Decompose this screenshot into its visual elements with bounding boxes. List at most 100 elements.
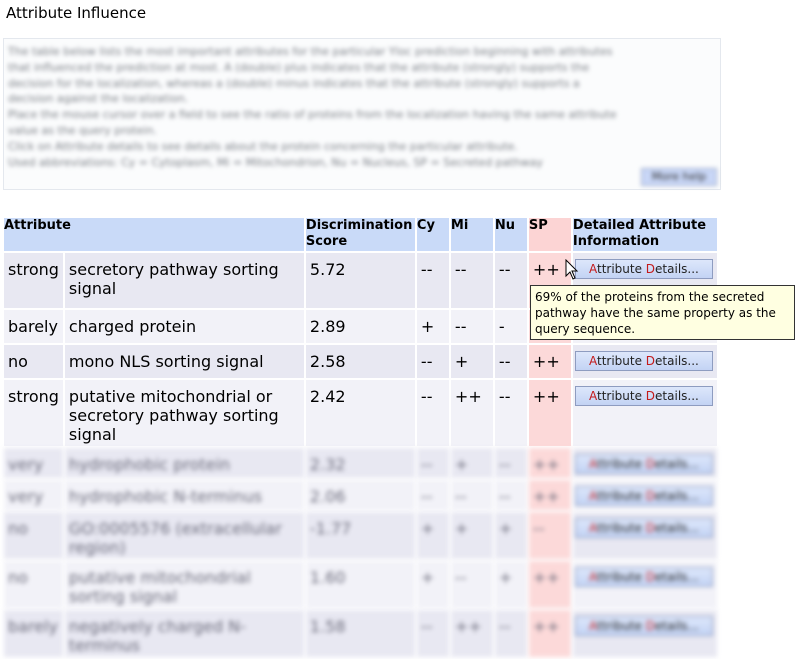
details-button-label: D	[645, 521, 656, 535]
details-button-label: A	[588, 389, 597, 403]
row-nu: -	[494, 310, 527, 343]
header-mi: Mi	[450, 218, 493, 251]
row-score: 5.72	[305, 253, 415, 308]
details-button-label: ttribute	[596, 521, 646, 535]
row-strength: very	[4, 448, 63, 478]
row-cy: +	[416, 512, 449, 559]
row-sp: ++	[528, 610, 571, 657]
row-cy: --	[416, 480, 449, 510]
row-sp: ++	[528, 345, 571, 378]
row-cy: --	[416, 253, 449, 308]
row-attribute: secretory pathway sorting signal	[64, 253, 304, 308]
attribute-details-button[interactable]: Attribute Details...	[574, 454, 713, 474]
page-title: Attribute Influence	[6, 4, 147, 22]
row-attribute: putative mitochondrial sorting signal	[64, 561, 304, 608]
attribute-details-button[interactable]: Attribute Details...	[574, 567, 713, 587]
table-row: no GO:0005576 (extracellular region) -1.77…	[4, 512, 717, 559]
details-button-label: D	[645, 457, 656, 471]
row-nu: +	[494, 561, 527, 608]
mouse-cursor-icon	[565, 259, 579, 280]
row-cy: +	[416, 561, 449, 608]
row-strength: no	[4, 512, 63, 559]
details-button-label: etails...	[655, 457, 699, 471]
row-score: -1.77	[305, 512, 415, 559]
details-button-label: etails...	[655, 570, 699, 584]
row-nu: --	[494, 448, 527, 478]
table-row: very hydrophobic N-terminus 2.06 -- -- -- ++ At…	[4, 480, 717, 510]
row-mi: +	[450, 448, 493, 478]
row-nu: --	[494, 253, 527, 308]
details-button-label: A	[588, 489, 597, 503]
row-sp: ++	[528, 480, 571, 510]
details-button-label: ttribute	[596, 389, 646, 403]
help-text: The table below lists the most important…	[8, 45, 617, 169]
details-button-label: A	[588, 457, 597, 471]
details-button-label: A	[588, 262, 597, 276]
attribute-details-button[interactable]: Attribute Details...	[574, 259, 713, 279]
row-mi: ++	[450, 380, 493, 446]
details-button-label: D	[645, 489, 656, 503]
row-details-cell: Attribute Details...	[572, 480, 717, 510]
row-mi: --	[450, 310, 493, 343]
attribute-details-button[interactable]: Attribute Details...	[574, 518, 713, 538]
row-attribute: hydrophobic protein	[64, 448, 304, 478]
attribute-details-button[interactable]: Attribute Details...	[574, 616, 713, 636]
row-details-cell: Attribute Details...	[572, 448, 717, 478]
row-score: 2.06	[305, 480, 415, 510]
details-button-label: ttribute	[596, 489, 646, 503]
row-nu: --	[494, 610, 527, 657]
row-attribute: charged protein	[64, 310, 304, 343]
row-attribute: putative mitochondrial or secretory path…	[64, 380, 304, 446]
row-nu: --	[494, 480, 527, 510]
row-details-cell: Attribute Details...	[572, 345, 717, 378]
details-button-label: D	[645, 619, 656, 633]
attribute-details-button[interactable]: Attribute Details...	[574, 486, 713, 506]
tooltip: 69% of the proteins from the secreted pa…	[530, 285, 795, 340]
details-button-label: etails...	[655, 354, 699, 368]
row-mi: +	[450, 512, 493, 559]
attribute-details-button[interactable]: Attribute Details...	[574, 351, 713, 371]
header-sp: SP	[528, 218, 571, 251]
details-button-label: etails...	[655, 389, 699, 403]
row-cy: +	[416, 310, 449, 343]
more-help-button[interactable]: More help	[641, 168, 717, 186]
details-button-label: D	[645, 389, 656, 403]
row-cy: --	[416, 448, 449, 478]
details-button-label: etails...	[655, 262, 699, 276]
row-strength: barely	[4, 310, 63, 343]
header-nu: Nu	[494, 218, 527, 251]
row-strength: strong	[4, 380, 63, 446]
row-score: 2.58	[305, 345, 415, 378]
details-button-label: D	[645, 262, 656, 276]
row-attribute: mono NLS sorting signal	[64, 345, 304, 378]
row-sp: ++	[528, 380, 571, 446]
row-attribute: hydrophobic N-terminus	[64, 480, 304, 510]
attribute-table: Attribute Discrimination Score Cy Mi Nu …	[2, 216, 719, 659]
row-mi: +	[450, 345, 493, 378]
row-sp: ++	[528, 448, 571, 478]
row-strength: very	[4, 480, 63, 510]
row-nu: +	[494, 512, 527, 559]
row-details-cell: Attribute Details...	[572, 380, 717, 446]
table-row: very hydrophobic protein 2.32 -- + -- ++ Attrib…	[4, 448, 717, 478]
row-nu: --	[494, 380, 527, 446]
row-sp: --	[528, 512, 571, 559]
row-mi: --	[450, 480, 493, 510]
table-row: no mono NLS sorting signal 2.58 -- + -- ++ Attr…	[4, 345, 717, 378]
row-strength: barely	[4, 610, 63, 657]
details-button-label: ttribute	[596, 354, 646, 368]
details-button-label: etails...	[655, 619, 699, 633]
details-button-label: D	[645, 354, 656, 368]
attribute-details-button[interactable]: Attribute Details...	[574, 386, 713, 406]
help-box: The table below lists the most important…	[3, 38, 721, 190]
header-attribute: Attribute	[4, 218, 304, 251]
row-details-cell: Attribute Details...	[572, 561, 717, 608]
row-score: 1.58	[305, 610, 415, 657]
row-score: 2.89	[305, 310, 415, 343]
row-cy: --	[416, 610, 449, 657]
row-nu: --	[494, 345, 527, 378]
row-mi: ++	[450, 610, 493, 657]
header-score: Discrimination Score	[305, 218, 415, 251]
row-details-cell: Attribute Details...	[572, 610, 717, 657]
details-button-label: etails...	[655, 489, 699, 503]
